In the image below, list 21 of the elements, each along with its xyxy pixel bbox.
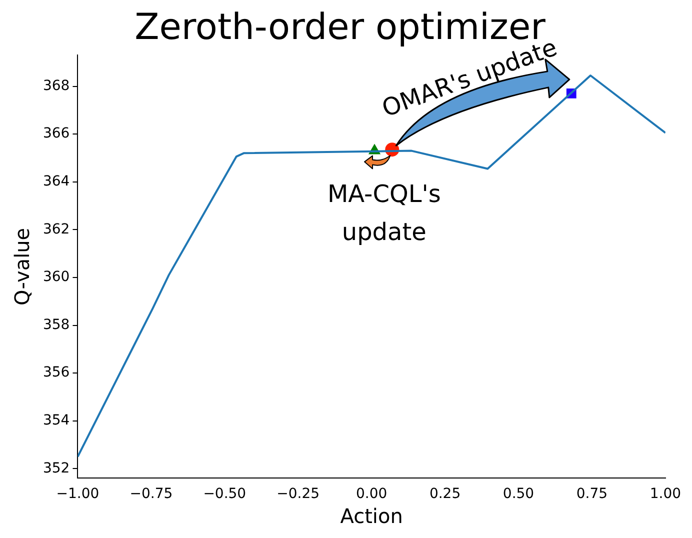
y-tick-label: 358 [42,316,70,333]
x-tick-label: 0.50 [502,486,534,502]
x-tick-label: −0.75 [130,486,173,502]
annotation: MA-CQL's update [327,180,441,246]
x-tick-label: 0.75 [576,486,608,502]
y-tick-label: 366 [42,126,70,142]
x-tick-label: −1.00 [56,486,100,502]
x-axis-title: Action [340,504,403,528]
x-tick-label: 0.00 [356,486,388,502]
x-tick-label: 1.00 [650,486,681,502]
y-tick-label: 356 [42,364,70,381]
y-tick-label: 362 [42,221,70,238]
y-tick-label: 360 [42,269,70,286]
x-tick-label: −0.25 [276,486,320,502]
x-tick-label: −0.50 [203,486,246,502]
y-tick-label: 354 [42,412,70,428]
y-axis-title: Q-value [10,228,34,306]
y-tick-label: 364 [42,174,70,190]
y-tick-label: 352 [42,460,70,476]
y-tick-label: 368 [42,78,70,94]
x-tick-label: 0.25 [429,486,461,502]
